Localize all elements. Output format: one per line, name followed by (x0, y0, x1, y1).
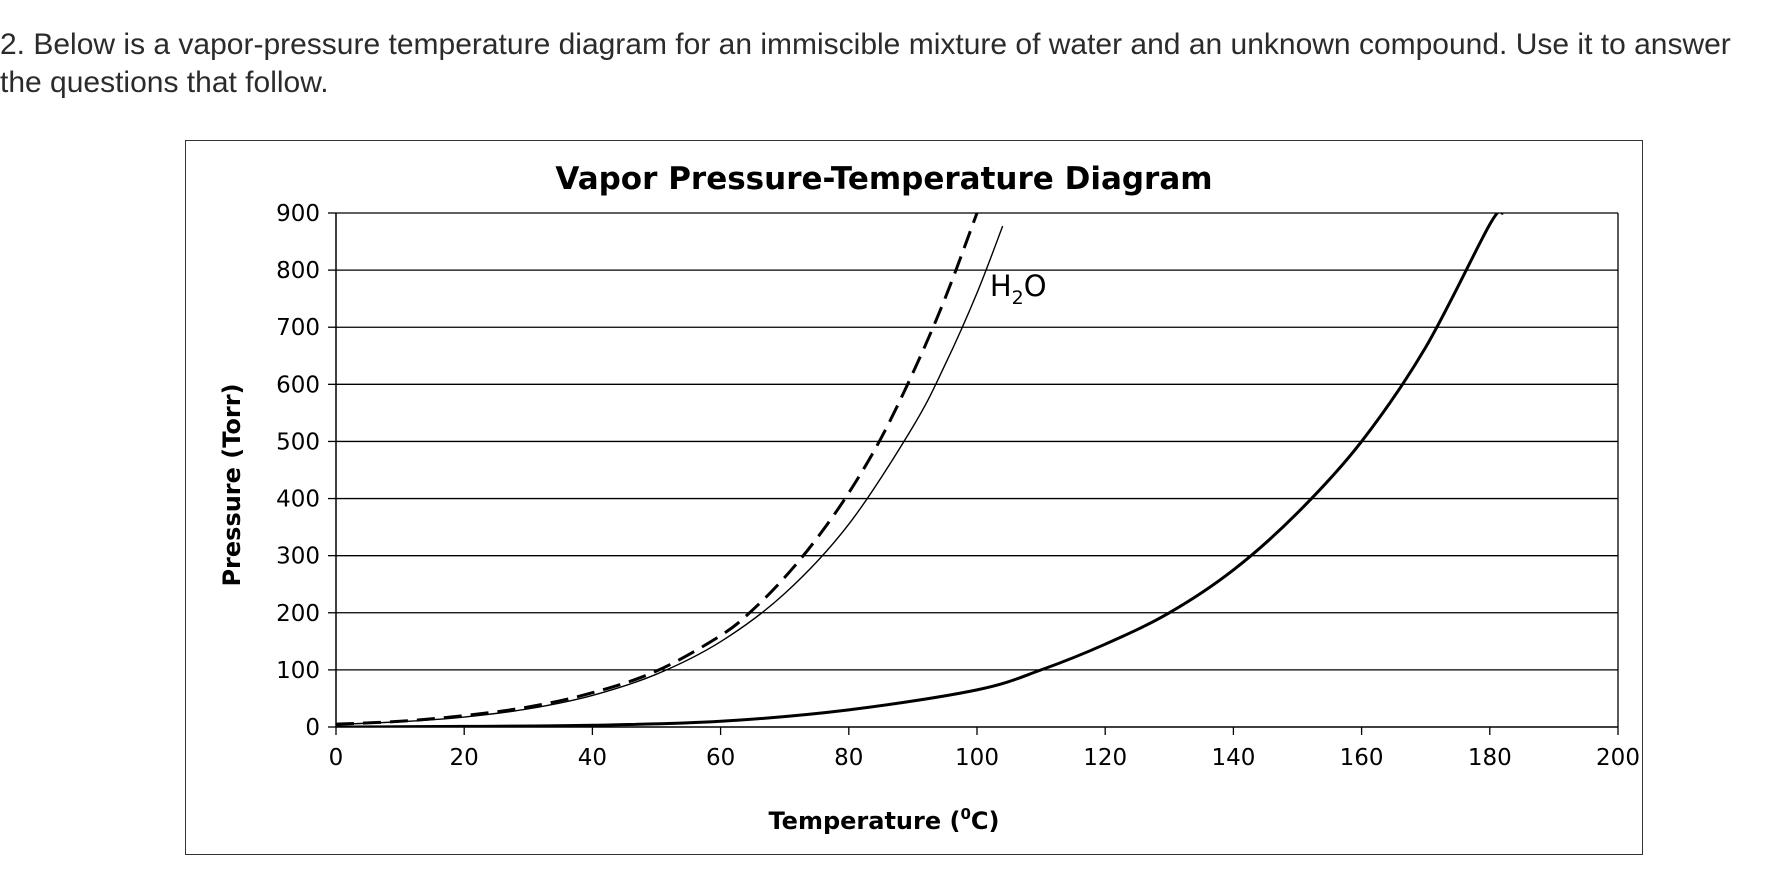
y-tick-label-500: 500 (276, 429, 320, 455)
y-tick-label-300: 300 (276, 544, 320, 570)
series-lines (336, 213, 1504, 727)
x-axis-label-superscript: 0 (960, 805, 970, 823)
x-tick-label-60: 60 (706, 745, 735, 771)
h2o-label-end: O (1024, 269, 1047, 303)
x-tick-label-180: 180 (1468, 745, 1512, 771)
question-text: 2. Below is a vapor-pressure temperature… (0, 28, 1731, 99)
h2o-label-subscript: 2 (1012, 287, 1024, 309)
series-line-dashed (336, 213, 979, 726)
x-tick-label-200: 200 (1596, 745, 1640, 771)
x-tick-label-40: 40 (578, 745, 607, 771)
series-line-thin (336, 225, 1004, 726)
h2o-label-main: H (990, 269, 1012, 303)
gridlines (336, 212, 1618, 671)
y-tick-label-200: 200 (276, 601, 320, 627)
tick-labels: 0 100 200 300 400 500 600 700 800 900 0 20 40 60 80 100… (276, 201, 1640, 771)
y-tick-label-100: 100 (276, 658, 320, 684)
x-tick-label-140: 140 (1211, 745, 1255, 771)
h2o-curve-label: H2O (990, 269, 1047, 309)
y-axis-label: Pressure (Torr) (218, 383, 246, 586)
x-tick-label-20: 20 (450, 745, 479, 771)
axes (328, 212, 1619, 735)
series-line-solid (336, 213, 1504, 727)
y-tick-label-400: 400 (276, 487, 320, 513)
x-tick-label-100: 100 (955, 745, 999, 771)
chart-title: Vapor Pressure-Temperature Diagram (555, 161, 1212, 197)
y-tick-label-600: 600 (276, 372, 320, 398)
y-tick-label-700: 700 (276, 315, 320, 341)
x-tick-label-0: 0 (329, 745, 344, 771)
x-axis-label-main: Temperature ( (769, 807, 961, 835)
chart-frame: 0 100 200 300 400 500 600 700 800 900 0 20 40 60 80 100… (185, 140, 1643, 855)
x-tick-label-160: 160 (1340, 745, 1384, 771)
x-axis-label: Temperature (0C) (769, 805, 1000, 835)
x-axis-label-end: C) (971, 807, 1000, 835)
x-tick-label-80: 80 (834, 745, 863, 771)
y-tick-label-900: 900 (276, 201, 320, 227)
y-tick-label-800: 800 (276, 258, 320, 284)
y-tick-label-0: 0 (305, 715, 320, 741)
x-tick-label-120: 120 (1083, 745, 1127, 771)
